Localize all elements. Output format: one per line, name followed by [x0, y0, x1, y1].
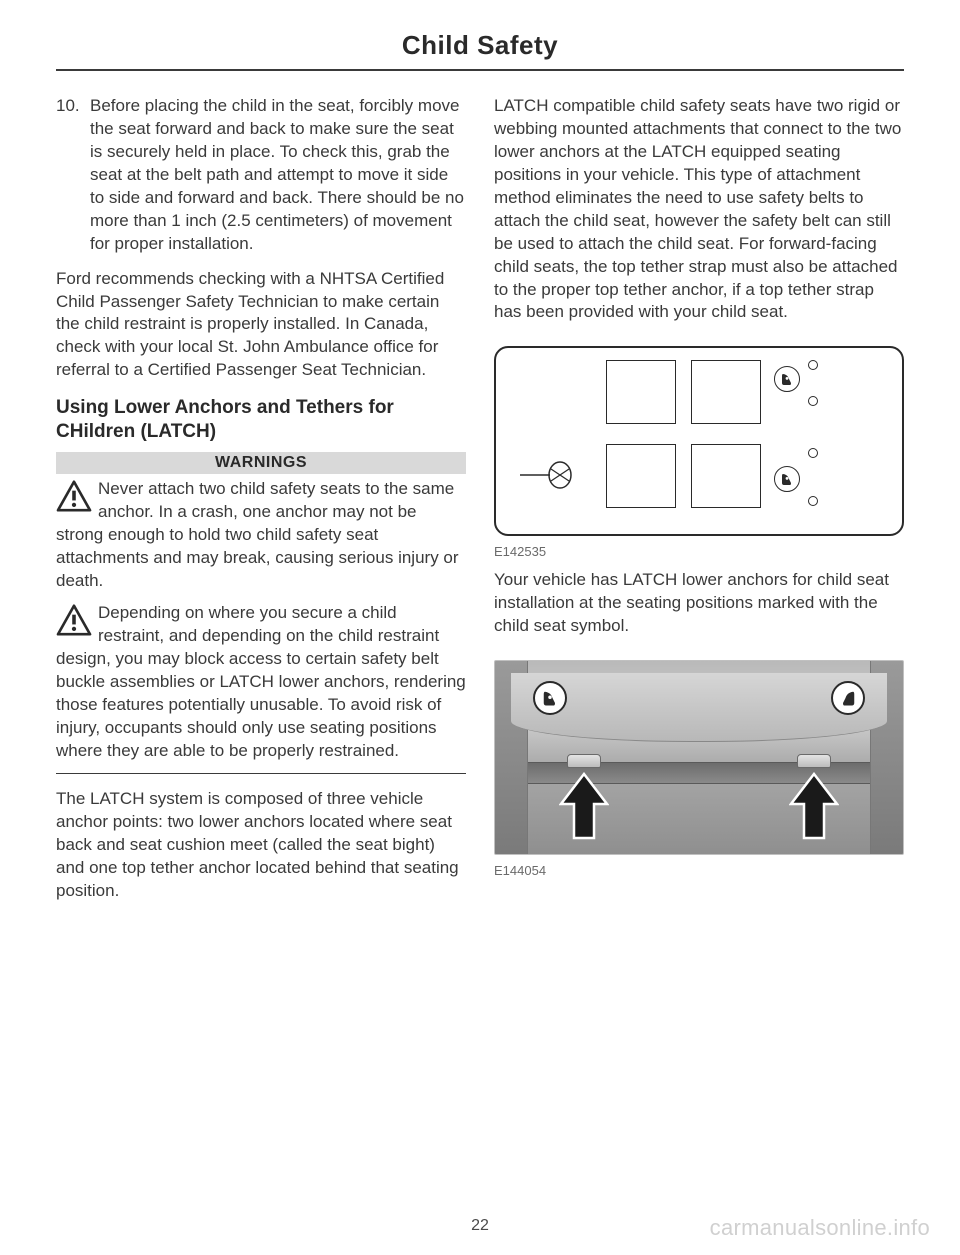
list-item-10: 10. Before placing the child in the seat…: [56, 95, 466, 256]
child-seat-icon: [533, 681, 567, 715]
arrow-up-icon: [559, 772, 609, 842]
seat-photo: [494, 660, 904, 855]
figure-1-caption: E142535: [494, 544, 904, 559]
child-seat-icon: [774, 466, 800, 492]
warning-icon: [56, 480, 92, 512]
page-title: Child Safety: [56, 30, 904, 61]
anchor-marker: [808, 360, 818, 370]
list-number: 10.: [56, 95, 90, 256]
latch-compatible-paragraph: LATCH compatible child safety seats have…: [494, 95, 904, 324]
warning-2: Depending on where you secure a child re…: [56, 602, 466, 763]
figure-seat-photo: E144054: [494, 660, 904, 878]
anchor-marker: [808, 496, 818, 506]
figure-2-caption: E144054: [494, 863, 904, 878]
latch-positions-paragraph: Your vehicle has LATCH lower anchors for…: [494, 569, 904, 638]
warnings-banner: WARNINGS: [56, 452, 466, 474]
seating-diagram-box: [494, 346, 904, 536]
child-seat-icon: [831, 681, 865, 715]
recommendation-paragraph: Ford recommends checking with a NHTSA Ce…: [56, 268, 466, 383]
list-item-text: Before placing the child in the seat, fo…: [90, 95, 466, 256]
warnings-end-rule: [56, 773, 466, 774]
warning-icon: [56, 604, 92, 636]
figure-seating-diagram: E142535: [494, 346, 904, 559]
latch-description-paragraph: The LATCH system is composed of three ve…: [56, 788, 466, 903]
warning-1-text: Never attach two child safety seats to t…: [56, 479, 459, 590]
content-columns: 10. Before placing the child in the seat…: [56, 95, 904, 917]
right-column: LATCH compatible child safety seats have…: [494, 95, 904, 917]
seat-box: [691, 360, 761, 424]
warning-2-text: Depending on where you secure a child re…: [56, 603, 466, 760]
seat-back: [511, 673, 886, 742]
seat-box: [691, 444, 761, 508]
seat-box: [606, 360, 676, 424]
anchor-marker: [808, 396, 818, 406]
steering-wheel-icon: [518, 460, 574, 490]
seat-box: [606, 444, 676, 508]
child-seat-icon: [774, 366, 800, 392]
arrow-up-icon: [789, 772, 839, 842]
title-rule: [56, 69, 904, 71]
anchor-marker: [808, 448, 818, 458]
latch-anchor: [567, 754, 601, 768]
watermark: carmanualsonline.info: [710, 1215, 930, 1241]
warning-1: Never attach two child safety seats to t…: [56, 478, 466, 593]
latch-anchor: [797, 754, 831, 768]
left-column: 10. Before placing the child in the seat…: [56, 95, 466, 917]
latch-subhead: Using Lower Anchors and Tethers for CHil…: [56, 396, 466, 444]
